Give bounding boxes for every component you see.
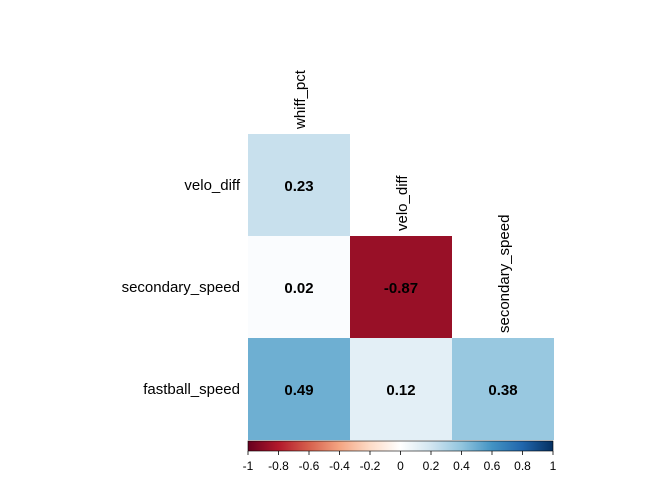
cell-value-label: 0.38 — [488, 382, 517, 399]
column-label-whiff_pct: whiff_pct — [292, 69, 309, 130]
heatmap-labels: 0.23 0.02 -0.87 0.49 0.12 0.38 velo_diffsecond… — [122, 69, 518, 399]
colorbar-tick-label: -1 — [243, 459, 254, 473]
colorbar-tick-label: -0.8 — [268, 459, 289, 473]
heatmap-cells — [248, 134, 554, 440]
colorbar-tick-label: 0.8 — [514, 459, 531, 473]
heatmap-cell-fastball_speed-secondary_speed — [452, 338, 554, 440]
row-label-velo_diff: velo_diff — [184, 177, 240, 194]
column-label-secondary_speed: secondary_speed — [496, 215, 513, 333]
colorbar-tick-label: -0.4 — [329, 459, 350, 473]
colorbar-tick-label: 0 — [397, 459, 404, 473]
colorbar-gradient — [247, 440, 554, 452]
colorbar-tick-label: 0.6 — [484, 459, 501, 473]
cell-value-label: 0.12 — [386, 382, 415, 399]
heatmap-cell-fastball_speed-whiff_pct — [248, 338, 350, 440]
heatmap-cell-secondary_speed-velo_diff — [350, 236, 452, 338]
heatmap-cell-fastball_speed-velo_diff — [350, 338, 452, 440]
row-label-fastball_speed: fastball_speed — [143, 381, 240, 398]
heatmap-cell-secondary_speed-whiff_pct — [248, 236, 350, 338]
cell-value-label: 0.02 — [284, 280, 313, 297]
cell-value-label: 0.23 — [284, 178, 313, 195]
colorbar-tick-label: 1 — [550, 459, 557, 473]
colorbar-tick-label: -0.6 — [299, 459, 320, 473]
colorbar-tick-label: 0.4 — [453, 459, 470, 473]
colorbar: -1 -0.8 -0.6 -0.4 -0.2 0 0.2 0.4 0.6 0.8 1 — [243, 440, 557, 473]
cell-value-label: -0.87 — [384, 280, 418, 297]
column-label-velo_diff: velo_diff — [394, 175, 411, 231]
row-label-secondary_speed: secondary_speed — [122, 279, 240, 296]
cell-value-label: 0.49 — [284, 382, 313, 399]
heatmap-cell-velo_diff-whiff_pct — [248, 134, 350, 236]
colorbar-tick-label: 0.2 — [423, 459, 440, 473]
colorbar-tick-label: -0.2 — [360, 459, 381, 473]
